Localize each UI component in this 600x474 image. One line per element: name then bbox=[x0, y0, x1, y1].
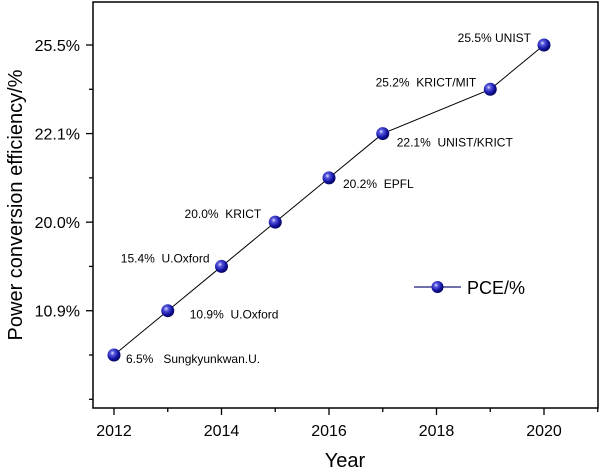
data-point bbox=[107, 348, 121, 362]
series-polyline bbox=[113, 44, 545, 356]
point-annotation: 25.2% KRICT/MIT bbox=[376, 75, 477, 89]
point-annotation: 10.9% U.Oxford bbox=[190, 308, 279, 322]
y-tick-label: 25.5% bbox=[35, 38, 80, 55]
data-point bbox=[537, 38, 551, 52]
data-points bbox=[107, 38, 551, 362]
data-point bbox=[483, 82, 497, 96]
y-tick-label: 22.1% bbox=[35, 127, 80, 144]
data-point bbox=[268, 215, 282, 229]
x-axis: 2012 2014 2016 2018 2020 bbox=[96, 408, 599, 440]
series-line bbox=[113, 44, 545, 356]
y-tick-label: 10.9% bbox=[35, 304, 80, 321]
x-tick-label: 2012 bbox=[96, 423, 132, 440]
y-tick-label: 20.0% bbox=[35, 215, 80, 232]
point-annotation: 15.4% U.Oxford bbox=[121, 251, 210, 265]
legend-marker bbox=[431, 281, 444, 293]
x-tick-label: 2014 bbox=[204, 423, 240, 440]
y-axis: 10.9% 20.0% 22.1% 25.5% bbox=[35, 38, 93, 400]
x-tick-label: 2016 bbox=[311, 423, 347, 440]
y-axis-title: Power conversion efficiency/% bbox=[5, 69, 27, 340]
point-annotation: 20.0% KRICT bbox=[185, 207, 262, 221]
point-annotation: 20.2% EPFL bbox=[343, 177, 414, 191]
annotations: 6.5% Sungkyunkwan.U. 10.9% U.Oxford 15.4% … bbox=[121, 31, 532, 366]
point-annotation: 25.5% UNIST bbox=[458, 31, 532, 45]
legend-label: PCE/% bbox=[467, 278, 525, 298]
legend: PCE/% bbox=[414, 278, 525, 298]
data-point bbox=[376, 127, 390, 141]
plot-frame bbox=[92, 1, 599, 409]
x-tick-label: 2018 bbox=[419, 423, 455, 440]
data-point bbox=[215, 259, 228, 273]
point-annotation: 22.1% UNIST/KRICT bbox=[397, 136, 514, 150]
x-tick-label: 2020 bbox=[526, 423, 562, 440]
point-annotation: 6.5% Sungkyunkwan.U. bbox=[126, 352, 260, 366]
data-point bbox=[161, 304, 175, 318]
data-point bbox=[322, 171, 336, 185]
x-axis-title: Year bbox=[325, 450, 366, 472]
